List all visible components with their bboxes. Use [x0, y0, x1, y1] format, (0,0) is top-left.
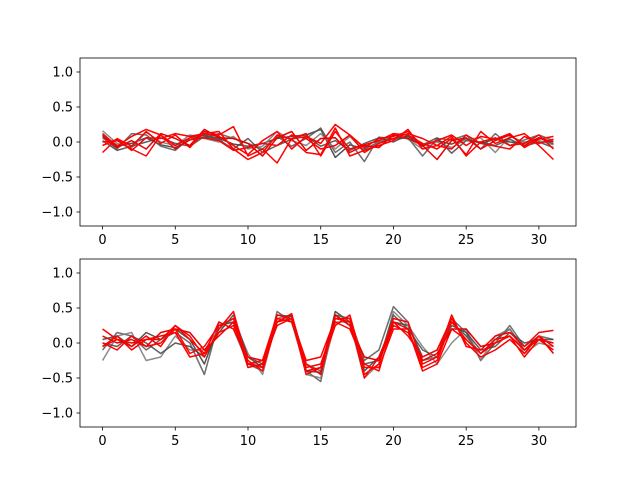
subplot-2: 0 5 10 15 20 25 30 1.0 0.5 0.0 −0.5 −1.0 — [41, 258, 577, 449]
y-tick-label: −1.0 — [41, 407, 73, 422]
x-tick-label: 0 — [98, 434, 106, 449]
series-line-8 — [102, 127, 554, 161]
series-line-7 — [102, 314, 555, 372]
series-line-9 — [102, 132, 554, 157]
x-tick-label: 20 — [385, 233, 402, 248]
x-tick-label: 25 — [458, 434, 475, 449]
y-tick-label: 0.0 — [52, 337, 73, 352]
y-tick-label: 0.5 — [52, 302, 73, 317]
series-line-5 — [102, 123, 554, 156]
y-tick-label: −1.0 — [41, 206, 73, 221]
x-tick-label: 30 — [531, 434, 548, 449]
y-tick-label: 0.0 — [52, 136, 73, 151]
x-tick-label: 10 — [240, 233, 257, 248]
y-tick-label: 0.5 — [52, 101, 73, 116]
series-group — [102, 123, 554, 164]
x-tick-label: 5 — [171, 233, 179, 248]
y-tick-label: 1.0 — [52, 267, 73, 282]
y-tick-label: 1.0 — [52, 66, 73, 81]
x-tick-label: 0 — [98, 233, 106, 248]
x-tick-label: 5 — [171, 434, 179, 449]
x-tick-label: 25 — [458, 233, 475, 248]
subplots: 0 5 10 15 20 25 30 1.0 0.5 0.0 −0.5 −1.0 0 5 10 15 20 25 3… — [41, 57, 577, 449]
series-line-6 — [102, 125, 554, 164]
series-group — [101, 305, 555, 383]
series-line-9 — [102, 314, 554, 376]
y-tick-label: −0.5 — [41, 171, 73, 186]
x-tick-label: 15 — [312, 233, 329, 248]
x-tick-label: 20 — [385, 434, 402, 449]
x-tick-label: 30 — [531, 233, 548, 248]
y-tick-label: −0.5 — [41, 372, 73, 387]
x-tick-label: 15 — [312, 434, 329, 449]
subplot-1: 0 5 10 15 20 25 30 1.0 0.5 0.0 −0.5 −1.0 — [41, 57, 577, 248]
series-line-7 — [102, 128, 554, 161]
x-tick-label: 10 — [240, 434, 257, 449]
